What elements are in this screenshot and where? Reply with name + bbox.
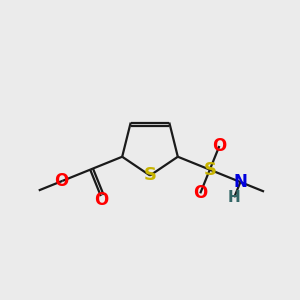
Text: S: S: [143, 167, 157, 184]
Text: H: H: [228, 190, 241, 205]
Text: O: O: [212, 137, 226, 155]
Text: O: O: [193, 184, 207, 202]
Text: S: S: [203, 161, 216, 179]
Text: O: O: [94, 191, 108, 209]
Text: N: N: [233, 173, 247, 191]
Text: O: O: [54, 172, 68, 190]
